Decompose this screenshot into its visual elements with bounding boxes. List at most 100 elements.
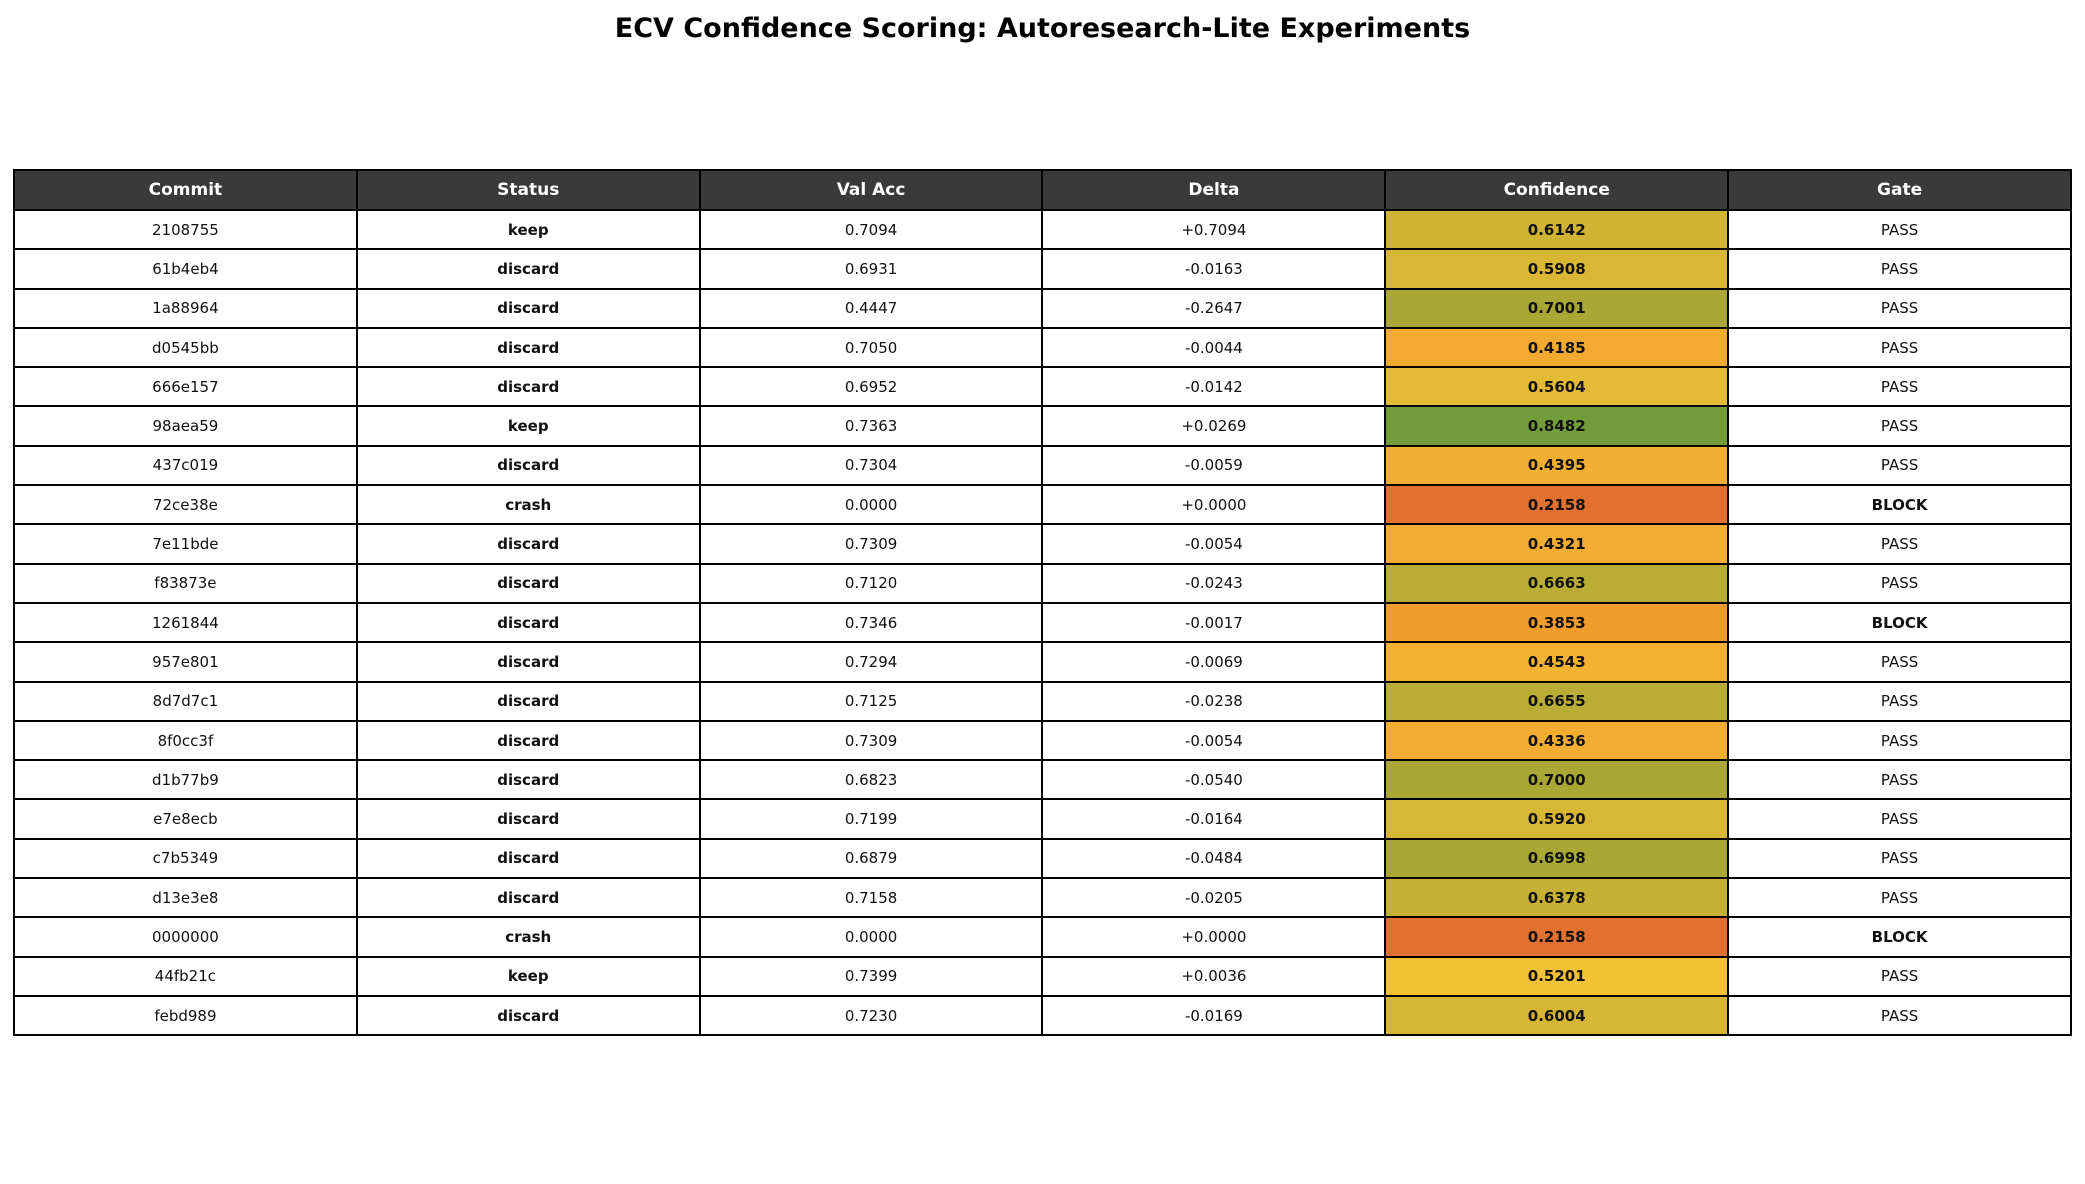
table-row: 957e801 discard 0.7294 -0.0069 0.4543 PASS [13,641,2072,683]
confidence-cell: 0.6655 [1384,680,1730,722]
val-acc-cell: 0.7125 [698,680,1044,722]
status-cell: discard [355,523,701,565]
commit-cell: f83873e [13,562,358,604]
table-row: 98aea59 keep 0.7363 +0.0269 0.8482 PASS [13,405,2072,447]
val-acc-cell: 0.7050 [698,326,1044,369]
val-acc-cell: 0.7120 [698,562,1044,604]
status-cell: discard [355,759,701,801]
page-title: ECV Confidence Scoring: Autoresearch-Lit… [614,13,1471,44]
confidence-cell: 0.4185 [1384,326,1730,369]
gate-cell: PASS [1727,444,2072,487]
table-row: c7b5349 discard 0.6879 -0.0484 0.6998 PASS [13,837,2072,880]
table-row: d1b77b9 discard 0.6823 -0.0540 0.7000 PASS [13,759,2072,801]
status-cell: discard [355,641,701,683]
commit-cell: 8d7d7c1 [13,680,358,722]
confidence-cell: 0.3853 [1384,601,1730,644]
val-acc-cell: 0.6931 [698,248,1044,290]
confidence-cell: 0.6998 [1384,837,1730,880]
status-cell: keep [355,208,701,251]
commit-cell: e7e8ecb [13,798,358,840]
gate-cell: PASS [1727,405,2072,447]
commit-cell: 957e801 [13,641,358,683]
val-acc-cell: 0.4447 [698,287,1044,329]
confidence-cell: 0.5604 [1384,366,1730,408]
table-row: 8f0cc3f discard 0.7309 -0.0054 0.4336 PASS [13,719,2072,762]
confidence-cell: 0.4321 [1384,523,1730,565]
delta-cell: -0.0017 [1041,601,1387,644]
val-acc-cell: 0.6952 [698,366,1044,408]
confidence-cell: 0.5908 [1384,248,1730,290]
table-row: 0000000 crash 0.0000 +0.0000 0.2158 BLOCK [13,916,2072,958]
table-row: 666e157 discard 0.6952 -0.0142 0.5604 PASS [13,366,2072,408]
val-acc-cell: 0.7294 [698,641,1044,683]
commit-cell: 7e11bde [13,523,358,565]
delta-cell: -0.0054 [1041,523,1387,565]
commit-cell: 2108755 [13,208,358,251]
delta-cell: -0.0069 [1041,641,1387,683]
gate-cell: PASS [1727,326,2072,369]
gate-cell: BLOCK [1727,916,2072,958]
confidence-cell: 0.5920 [1384,798,1730,840]
status-cell: discard [355,719,701,762]
val-acc-cell: 0.7094 [698,208,1044,251]
delta-cell: -0.0205 [1041,877,1387,919]
column-header-status: Status [355,169,701,211]
gate-cell: PASS [1727,248,2072,290]
delta-cell: -0.0163 [1041,248,1387,290]
table-row: d13e3e8 discard 0.7158 -0.0205 0.6378 PASS [13,877,2072,919]
commit-cell: d0545bb [13,326,358,369]
status-cell: discard [355,287,701,329]
delta-cell: -0.0540 [1041,759,1387,801]
commit-cell: d13e3e8 [13,877,358,919]
status-cell: discard [355,837,701,880]
val-acc-cell: 0.6879 [698,837,1044,880]
status-cell: discard [355,601,701,644]
status-cell: crash [355,484,701,526]
status-cell: discard [355,366,701,408]
commit-cell: 0000000 [13,916,358,958]
column-header-confidence: Confidence [1384,169,1730,211]
gate-cell: PASS [1727,798,2072,840]
delta-cell: +0.7094 [1041,208,1387,251]
confidence-cell: 0.2158 [1384,484,1730,526]
gate-cell: PASS [1727,287,2072,329]
confidence-cell: 0.8482 [1384,405,1730,447]
commit-cell: 1a88964 [13,287,358,329]
commit-cell: 72ce38e [13,484,358,526]
commit-cell: 8f0cc3f [13,719,358,762]
status-cell: discard [355,680,701,722]
commit-cell: 666e157 [13,366,358,408]
table-row: d0545bb discard 0.7050 -0.0044 0.4185 PASS [13,326,2072,369]
confidence-cell: 0.6378 [1384,877,1730,919]
confidence-cell: 0.4543 [1384,641,1730,683]
delta-cell: -0.0243 [1041,562,1387,604]
commit-cell: 44fb21c [13,955,358,997]
val-acc-cell: 0.7346 [698,601,1044,644]
table-header: Commit Status Val Acc Delta Confidence Gate [13,169,2072,211]
status-cell: keep [355,955,701,997]
commit-cell: 437c019 [13,444,358,487]
column-header-delta: Delta [1041,169,1387,211]
table-row: 1a88964 discard 0.4447 -0.2647 0.7001 PASS [13,287,2072,329]
delta-cell: -0.0484 [1041,837,1387,880]
commit-cell: d1b77b9 [13,759,358,801]
table-row: f83873e discard 0.7120 -0.0243 0.6663 PASS [13,562,2072,604]
column-header-commit: Commit [13,169,358,211]
status-cell: discard [355,248,701,290]
delta-cell: +0.0000 [1041,484,1387,526]
gate-cell: PASS [1727,562,2072,604]
status-cell: keep [355,405,701,447]
commit-cell: c7b5349 [13,837,358,880]
val-acc-cell: 0.7230 [698,994,1044,1037]
confidence-cell: 0.4336 [1384,719,1730,762]
val-acc-cell: 0.7399 [698,955,1044,997]
val-acc-cell: 0.7158 [698,877,1044,919]
commit-cell: 1261844 [13,601,358,644]
delta-cell: -0.0054 [1041,719,1387,762]
table-row: 72ce38e crash 0.0000 +0.0000 0.2158 BLOCK [13,484,2072,526]
val-acc-cell: 0.7363 [698,405,1044,447]
table-row: 44fb21c keep 0.7399 +0.0036 0.5201 PASS [13,955,2072,997]
table-row: 437c019 discard 0.7304 -0.0059 0.4395 PASS [13,444,2072,487]
status-cell: discard [355,444,701,487]
status-cell: crash [355,916,701,958]
